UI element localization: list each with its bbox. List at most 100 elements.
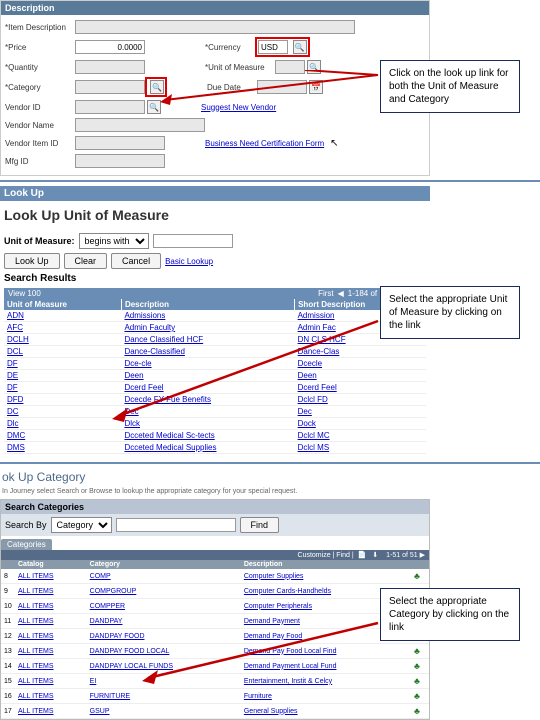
category-desc-link[interactable]: Entertainment, Instit & Celcy [244,678,332,685]
uom-short-link[interactable]: Dance-Clas [298,347,340,356]
price-input[interactable] [75,40,145,54]
category-code-link[interactable]: DANDPAY FOOD [90,633,145,640]
category-desc-link[interactable]: Demand Pay Food [244,633,302,640]
item-desc-input[interactable] [75,20,355,34]
vendor-lookup-icon[interactable]: 🔍 [147,100,161,114]
uom-link[interactable]: DC [7,407,19,416]
calendar-icon[interactable]: 📅 [309,80,323,94]
category-code-link[interactable]: COMP [90,573,111,580]
uom-desc-link[interactable]: Deen [124,371,143,380]
uom-desc-link[interactable]: Dcerd Feel [124,383,163,392]
category-desc-link[interactable]: General Supplies [244,708,298,715]
uom-short-link[interactable]: Dclcl MC [298,431,330,440]
uom-short-link[interactable]: Dclcl MS [298,443,330,452]
uom-link[interactable]: DE [7,371,18,380]
catalog-link[interactable]: ALL ITEMS [18,648,54,655]
vendorid-input[interactable] [75,100,145,114]
category-code-link[interactable]: GSUP [90,708,110,715]
uom-desc-link[interactable]: Dcecde FY Fue Benefits [124,395,211,404]
uom-link[interactable]: ADN [7,311,24,320]
category-code-link[interactable]: FURNITURE [90,693,130,700]
category-input[interactable] [75,80,145,94]
mfgid-input[interactable] [75,154,165,168]
uom-short-link[interactable]: Dclcl FD [298,395,328,404]
find-button[interactable]: Find [240,517,280,533]
uom-desc-link[interactable]: Admin Faculty [124,323,175,332]
uom-search-input[interactable] [153,234,233,248]
catalog-link[interactable]: ALL ITEMS [18,693,54,700]
basic-lookup-link[interactable]: Basic Lookup [165,257,213,266]
uom-desc-link[interactable]: Dce-cle [124,359,151,368]
uom-desc-link[interactable]: Dcceted Medical Supplies [124,443,216,452]
uom-link[interactable]: DF [7,383,18,392]
uom-link[interactable]: DCL [7,347,23,356]
category-code-link[interactable]: COMPPER [90,603,125,610]
category-code-link[interactable]: DANDPAY FOOD LOCAL [90,648,170,655]
uom-short-link[interactable]: Dcerd Feel [298,383,337,392]
tree-icon[interactable]: ♣ [414,706,420,716]
uom-desc-link[interactable]: Dance Classified HCF [124,335,203,344]
category-code-link[interactable]: DANDPAY LOCAL FUNDS [90,663,173,670]
uom-desc-link[interactable]: Dance-Classified [124,347,184,356]
catalog-link[interactable]: ALL ITEMS [18,588,54,595]
cat-searchby-select[interactable]: Category [51,517,112,533]
tree-icon[interactable]: ♣ [414,661,420,671]
tree-icon[interactable]: ♣ [414,571,420,581]
uom-link[interactable]: DF [7,359,18,368]
cat-search-input[interactable] [116,518,236,532]
categories-tab[interactable]: Categories [1,539,52,550]
tree-icon[interactable]: ♣ [414,676,420,686]
currency-input[interactable] [258,40,288,54]
catalog-link[interactable]: ALL ITEMS [18,618,54,625]
uom-short-link[interactable]: Admission [298,311,335,320]
dbe-link[interactable]: Business Need Certification Form [205,139,324,148]
category-desc-link[interactable]: Computer Cards-Handhelds [244,588,331,595]
uom-operator-select[interactable]: begins with [79,233,149,249]
uom-link[interactable]: DCLH [7,335,29,344]
catalog-link[interactable]: ALL ITEMS [18,603,54,610]
category-desc-link[interactable]: Demand Pay Food Local Find [244,648,337,655]
lookup-button[interactable]: Look Up [4,253,60,269]
duedate-input[interactable] [257,80,307,94]
uom-lookup-icon[interactable]: 🔍 [307,60,321,74]
uom-link[interactable]: AFC [7,323,23,332]
quantity-input[interactable] [75,60,145,74]
category-desc-link[interactable]: Computer Peripherals [244,603,312,610]
uom-short-link[interactable]: Dock [298,419,316,428]
catalog-link[interactable]: ALL ITEMS [18,573,54,580]
suggest-vendor-link[interactable]: Suggest New Vendor [201,103,276,112]
category-desc-link[interactable]: Demand Payment [244,618,300,625]
catalog-link[interactable]: ALL ITEMS [18,633,54,640]
tree-icon[interactable]: ♣ [414,646,420,656]
uom-desc-link[interactable]: Dcceted Medical Sc-tects [124,431,214,440]
catalog-link[interactable]: ALL ITEMS [18,678,54,685]
category-code-link[interactable]: COMPGROUP [90,588,137,595]
uom-desc-link[interactable]: Admissions [124,311,165,320]
tree-icon[interactable]: ♣ [414,691,420,701]
category-desc-link[interactable]: Demand Payment Local Fund [244,663,337,670]
cancel-button[interactable]: Cancel [111,253,161,269]
category-lookup-icon[interactable]: 🔍 [150,80,164,94]
uom-short-link[interactable]: Admin Fac [298,323,336,332]
uom-link[interactable]: Dlc [7,419,19,428]
uom-link[interactable]: DMS [7,443,25,452]
uom-desc-link[interactable]: Dec [124,407,138,416]
vendoritem-input[interactable] [75,136,165,150]
catalog-link[interactable]: ALL ITEMS [18,708,54,715]
currency-lookup-icon[interactable]: 🔍 [293,40,307,54]
clear-button[interactable]: Clear [64,253,108,269]
view-label[interactable]: View 100 [8,289,41,298]
uom-link[interactable]: DMC [7,431,25,440]
uom-link[interactable]: DFD [7,395,23,404]
uom-short-link[interactable]: Dec [298,407,312,416]
uom-short-link[interactable]: DN CLS HCF [298,335,346,344]
uom-input[interactable] [275,60,305,74]
category-desc-link[interactable]: Furniture [244,693,272,700]
uom-short-link[interactable]: Deen [298,371,317,380]
vendorname-input[interactable] [75,118,205,132]
uom-short-link[interactable]: Dcecle [298,359,322,368]
category-desc-link[interactable]: Computer Supplies [244,573,304,580]
uom-desc-link[interactable]: Dlck [124,419,140,428]
catalog-link[interactable]: ALL ITEMS [18,663,54,670]
category-code-link[interactable]: DANDPAY [90,618,123,625]
